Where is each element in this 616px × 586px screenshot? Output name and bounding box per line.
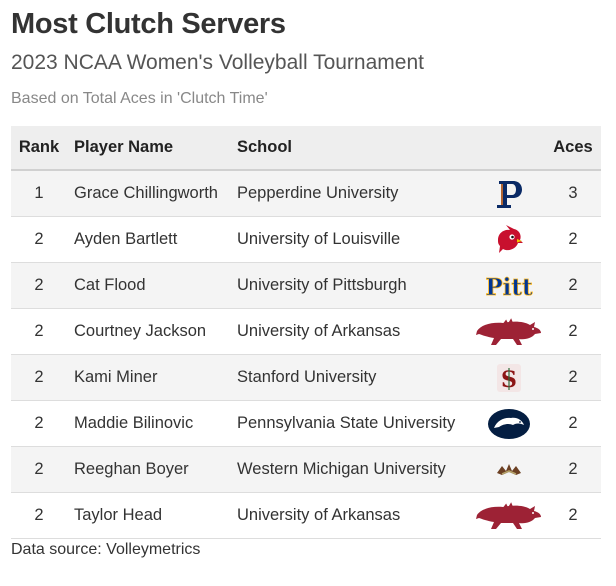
- arkansas-logo: [473, 492, 545, 539]
- aces-cell: 2: [545, 354, 601, 401]
- aces-cell: 2: [545, 216, 601, 263]
- western-michigan-logo: [473, 446, 545, 493]
- player-name-cell: Kami Miner: [67, 354, 237, 401]
- table-row: 2 Cat Flood University of Pittsburgh Pit…: [11, 262, 601, 309]
- page-title: Most Clutch Servers: [11, 8, 286, 40]
- rank-cell: 2: [11, 492, 67, 539]
- aces-cell: 2: [545, 492, 601, 539]
- rank-cell: 2: [11, 446, 67, 493]
- rank-cell: 2: [11, 216, 67, 263]
- table-row: 2 Courtney Jackson University of Arkansa…: [11, 308, 601, 355]
- aces-cell: 2: [545, 262, 601, 309]
- penn-state-logo: [473, 400, 545, 447]
- school-cell: Western Michigan University: [237, 446, 473, 493]
- rank-cell: 2: [11, 262, 67, 309]
- pepperdine-logo: [473, 170, 545, 217]
- aces-cell: 3: [545, 170, 601, 217]
- table-row: 2 Taylor Head University of Arkansas 2: [11, 492, 601, 539]
- stanford-logo: S: [473, 354, 545, 401]
- school-cell: Stanford University: [237, 354, 473, 401]
- table-row: 2 Ayden Bartlett University of Louisvill…: [11, 216, 601, 263]
- data-source-note: Data source: Volleymetrics: [11, 541, 201, 558]
- column-header-player: Player Name: [67, 126, 237, 171]
- player-name-cell: Grace Chillingworth: [67, 170, 237, 217]
- player-name-cell: Taylor Head: [67, 492, 237, 539]
- school-cell: Pennsylvania State University: [237, 400, 473, 447]
- pitt-logo: Pitt: [473, 262, 545, 309]
- table-caption: Based on Total Aces in 'Clutch Time': [11, 90, 268, 107]
- table-row: 2 Maddie Bilinovic Pennsylvania State Un…: [11, 400, 601, 447]
- table-row: 1 Grace Chillingworth Pepperdine Univers…: [11, 170, 601, 217]
- svg-text:Pitt: Pitt: [485, 274, 533, 301]
- table-row: 2 Reeghan Boyer Western Michigan Univers…: [11, 446, 601, 493]
- player-name-cell: Courtney Jackson: [67, 308, 237, 355]
- school-cell: University of Louisville: [237, 216, 473, 263]
- page-subtitle: 2023 NCAA Women's Volleyball Tournament: [11, 51, 424, 74]
- aces-cell: 2: [545, 308, 601, 355]
- school-cell: University of Arkansas: [237, 308, 473, 355]
- rank-cell: 1: [11, 170, 67, 217]
- clutch-servers-table: Rank Player Name School Aces 1 Grace Chi…: [11, 126, 601, 539]
- louisville-logo: [473, 216, 545, 263]
- player-name-cell: Maddie Bilinovic: [67, 400, 237, 447]
- school-cell: Pepperdine University: [237, 170, 473, 217]
- player-name-cell: Ayden Bartlett: [67, 216, 237, 263]
- rank-cell: 2: [11, 308, 67, 355]
- rank-cell: 2: [11, 354, 67, 401]
- column-header-aces: Aces: [545, 126, 601, 171]
- column-header-logo: [473, 126, 545, 171]
- arkansas-logo: [473, 308, 545, 355]
- player-name-cell: Cat Flood: [67, 262, 237, 309]
- table-header-row: Rank Player Name School Aces: [11, 126, 601, 171]
- table-body: 1 Grace Chillingworth Pepperdine Univers…: [11, 170, 601, 539]
- school-cell: University of Arkansas: [237, 492, 473, 539]
- table-row: 2 Kami Miner Stanford University S 2: [11, 354, 601, 401]
- school-cell: University of Pittsburgh: [237, 262, 473, 309]
- aces-cell: 2: [545, 446, 601, 493]
- rank-cell: 2: [11, 400, 67, 447]
- column-header-rank: Rank: [11, 126, 67, 171]
- aces-cell: 2: [545, 400, 601, 447]
- player-name-cell: Reeghan Boyer: [67, 446, 237, 493]
- column-header-school: School: [237, 126, 473, 171]
